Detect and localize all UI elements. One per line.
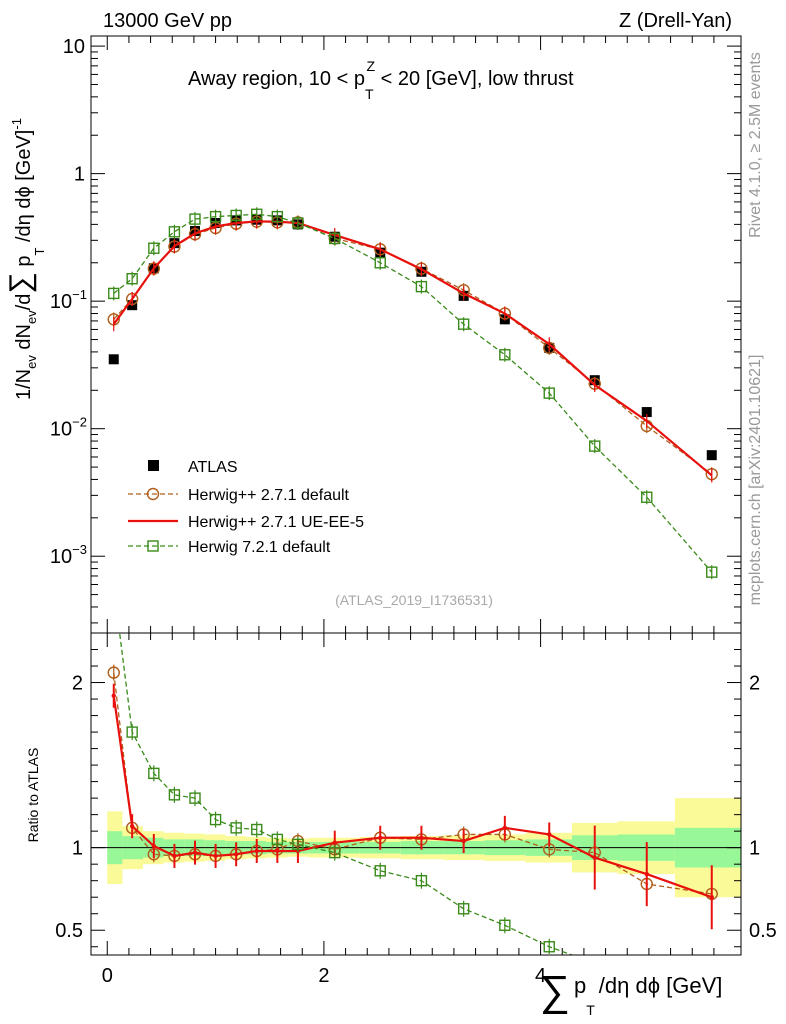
ratio-point xyxy=(192,850,198,855)
square-marker xyxy=(251,208,263,220)
data-marker xyxy=(641,407,652,418)
ratio-point xyxy=(332,840,337,845)
square-marker xyxy=(457,903,470,915)
y-tick-label: 10−1 xyxy=(50,287,87,313)
ratio-y-tick-label: 0.5 xyxy=(55,920,83,942)
ratio-line xyxy=(112,695,713,899)
square-marker xyxy=(589,440,601,452)
square-marker xyxy=(292,217,304,229)
y-tick-label: 10−3 xyxy=(50,542,87,568)
square-marker xyxy=(415,874,428,887)
square-marker xyxy=(543,941,555,953)
main-series xyxy=(107,207,718,580)
ratio-point xyxy=(172,853,177,859)
square-marker xyxy=(271,833,284,846)
main-axis-ticks: 10 1 10−1 10−2 10−3 0 2 4 xyxy=(50,36,741,987)
y-axis-label: 1/Nev dNev/d∑ pT /dη dϕ [GeV]-1 xyxy=(4,118,47,400)
legend-label: Herwig++ 2.7.1 default xyxy=(188,487,350,504)
square-marker xyxy=(374,865,386,877)
square-marker xyxy=(329,846,341,859)
y-tick-label: 1 xyxy=(74,164,85,186)
square-marker xyxy=(108,287,120,300)
square-marker xyxy=(499,919,511,931)
ratio-point xyxy=(461,838,466,844)
square-marker xyxy=(706,566,718,578)
ratio-point xyxy=(419,835,424,840)
x-tick-label: 4 xyxy=(535,965,546,987)
ratio-point xyxy=(151,843,157,849)
legend-label: ATLAS xyxy=(188,459,238,476)
square-marker xyxy=(168,789,181,801)
ratio-point xyxy=(547,832,552,837)
ratio-y-tick-label: 2 xyxy=(749,673,760,695)
rivet-label: Rivet 4.1.0, ≥ 2.5M events xyxy=(747,52,764,238)
square-marker xyxy=(457,318,470,330)
x-tick-label: 2 xyxy=(318,965,329,987)
ratio-point xyxy=(592,855,597,860)
ratio-y-tick-label: 1 xyxy=(72,838,83,860)
analysis-tag: (ATLAS_2019_I1736531) xyxy=(335,592,493,608)
square-marker xyxy=(271,210,284,223)
legend: ATLAS Herwig++ 2.7.1 default Herwig++ 2.7.… xyxy=(128,459,364,556)
data-marker xyxy=(108,354,119,365)
legend-label: Herwig 7.2.1 default xyxy=(188,539,331,556)
square-marker xyxy=(230,209,242,222)
y-tick-label: 10 xyxy=(63,36,85,58)
series-line xyxy=(112,220,713,477)
ratio-point xyxy=(378,835,383,840)
ratio-point xyxy=(275,848,280,854)
square-marker xyxy=(126,273,138,285)
ratio-frame xyxy=(90,632,742,956)
ratio-point xyxy=(233,852,239,857)
square-marker xyxy=(415,280,428,293)
square-marker xyxy=(543,387,555,399)
ratio-point xyxy=(709,895,714,900)
square-marker xyxy=(329,232,341,245)
chart-title: Away region, 10 < pTZ < 20 [GeV], low th… xyxy=(188,58,574,102)
ratio-axis-ticks: 0.5 0.5 1 1 2 2 xyxy=(55,649,777,948)
ratio-line xyxy=(119,633,573,956)
mcplots-label: mcplots.cern.ch [arXiv:2401.10621] xyxy=(747,355,764,606)
data-marker xyxy=(706,450,717,461)
ratio-series xyxy=(107,633,718,956)
ratio-y-tick-label: 1 xyxy=(749,838,760,860)
square-marker xyxy=(189,792,201,804)
ratio-point xyxy=(111,693,116,698)
ratio-point xyxy=(502,825,508,831)
ratio-point xyxy=(644,871,649,877)
square-marker xyxy=(209,813,222,826)
circle-marker xyxy=(146,487,160,501)
square-marker xyxy=(230,822,242,834)
square-marker xyxy=(499,349,511,361)
square-marker xyxy=(374,257,386,269)
square-marker xyxy=(641,491,653,503)
square-marker xyxy=(148,767,160,780)
legend-marker xyxy=(148,460,159,471)
ratio-point xyxy=(129,824,135,829)
ratio-y-axis-label: Ratio to ATLAS xyxy=(25,748,41,843)
ratio-point xyxy=(254,848,259,854)
header-left: 13000 GeV pp xyxy=(103,10,232,32)
square-marker xyxy=(251,823,263,836)
header-right: Z (Drell-Yan) xyxy=(619,10,732,32)
circle-marker xyxy=(107,666,120,679)
y-tick-label: 10−2 xyxy=(50,415,87,441)
ratio-y-tick-label: 0.5 xyxy=(749,920,777,942)
ratio-point xyxy=(213,853,218,859)
square-marker xyxy=(148,242,160,254)
square-marker xyxy=(147,540,159,552)
x-axis-label: ∑ pT/dη dϕ [GeV] xyxy=(540,967,722,1018)
ratio-y-tick-label: 2 xyxy=(72,673,83,695)
square-marker xyxy=(126,726,138,738)
square-marker xyxy=(292,838,304,851)
legend-label: Herwig++ 2.7.1 UE-EE-5 xyxy=(188,514,364,531)
square-marker xyxy=(168,226,181,238)
series-line xyxy=(113,221,713,475)
square-marker xyxy=(209,210,222,223)
square-marker xyxy=(189,213,201,225)
x-tick-label: 0 xyxy=(102,965,113,987)
